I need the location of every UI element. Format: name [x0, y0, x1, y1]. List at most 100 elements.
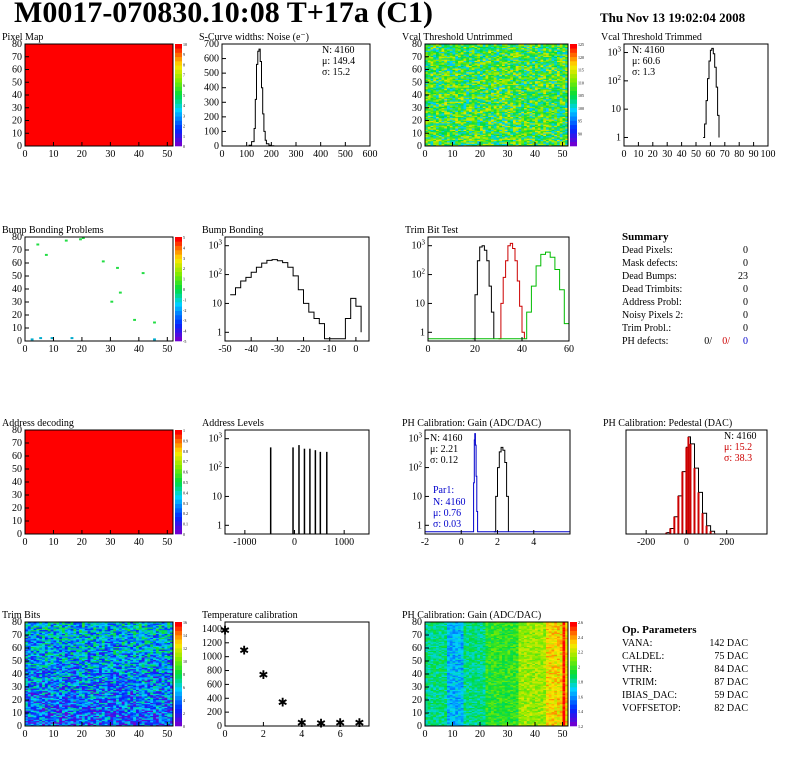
heatmap-cell [477, 87, 481, 89]
heatmap-cell [466, 129, 470, 131]
heatmap-cell [469, 86, 473, 88]
y-tick-label: 500 [204, 68, 219, 79]
heatmap-cell [430, 69, 434, 72]
heatmap-cell [447, 73, 451, 75]
heatmap-cell [480, 114, 484, 116]
heatmap-cell [449, 65, 453, 68]
y-tick-exponent: 3 [422, 239, 426, 247]
heatmap-cell [485, 44, 489, 46]
heatmap-cell [485, 121, 489, 124]
heatmap-cell [471, 49, 475, 51]
heatmap-cell [436, 89, 440, 92]
heatmap-cell [463, 78, 467, 80]
color-scale-step [570, 86, 577, 92]
heatmap-point [141, 272, 145, 275]
x-tick-label: 40 [677, 149, 687, 160]
heatmap-cell [458, 142, 462, 144]
heatmap-cell [469, 51, 473, 54]
x-tick-label: 50 [558, 149, 568, 160]
heatmap-cell [482, 80, 486, 83]
heatmap-cell [460, 60, 464, 63]
y-tick-label: 60 [12, 451, 22, 462]
heatmap-cell [488, 107, 492, 110]
heatmap-cell [474, 61, 478, 64]
heatmap-cell [425, 111, 429, 114]
heatmap-cell [436, 105, 440, 107]
heatmap-cell [458, 74, 462, 77]
heatmap-cell [447, 44, 451, 46]
heatmap-cell [436, 114, 440, 116]
heatmap-cell [488, 130, 492, 133]
heatmap-cell [469, 47, 473, 50]
heatmap-cell [460, 137, 464, 139]
heatmap-cell [488, 138, 492, 140]
heatmap-cell [449, 60, 453, 63]
color-scale: 00.10.20.30.40.50.60.70.80.91 [175, 428, 188, 537]
heatmap-cell [441, 115, 445, 117]
heatmap-cell [438, 66, 442, 69]
heatmap-cell [433, 107, 437, 110]
heatmap-cell [460, 74, 464, 77]
heatmap-cell [482, 134, 486, 137]
heatmap-cell [441, 77, 445, 79]
heatmap-cell [444, 115, 448, 117]
color-scale-step [175, 271, 182, 277]
heatmap-cell [452, 120, 456, 123]
heatmap-cell [480, 97, 484, 100]
y-tick-label: 0 [417, 141, 422, 152]
heatmap-cell [466, 54, 470, 56]
heatmap-cell [485, 92, 489, 95]
heatmap-cell [463, 128, 467, 130]
heatmap-cell [491, 134, 495, 137]
heatmap-cell [430, 105, 434, 107]
heatmap-cell [460, 47, 464, 50]
heatmap-cell [469, 84, 473, 87]
heatmap-cell [491, 143, 495, 146]
heatmap-cell [438, 63, 442, 65]
heatmap-cell [469, 105, 473, 107]
chart-title: Bump Bonding [202, 225, 263, 236]
heatmap-cell [488, 139, 492, 142]
heatmap-cell [463, 137, 467, 139]
heatmap-cell [482, 46, 486, 49]
heatmap-cell [447, 140, 451, 143]
heatmap-cell [452, 130, 456, 133]
heatmap-cell [469, 44, 473, 46]
color-scale-step [175, 447, 182, 452]
heatmap-cell [449, 110, 453, 112]
heatmap-cell [455, 45, 459, 47]
y-tick-label: 1 [420, 327, 425, 338]
heatmap-cell [441, 142, 445, 144]
color-scale-label: 120 [578, 55, 584, 60]
heatmap-cell [452, 102, 456, 105]
heatmap-cell [430, 61, 434, 64]
heatmap-cell [488, 131, 492, 134]
heatmap-cell [471, 51, 475, 54]
heatmap-cell [477, 84, 481, 87]
heatmap-cell [438, 52, 442, 55]
heatmap-cell [474, 124, 478, 126]
heatmap-cell [455, 129, 459, 131]
heatmap-cell [485, 78, 489, 80]
heatmap-cell [444, 102, 448, 105]
heatmap-cell [485, 49, 489, 51]
heatmap-cell [480, 121, 484, 124]
chart-title: Vcal Threshold Trimmed [601, 32, 702, 43]
heatmap-cell [452, 79, 456, 82]
plot-frame [224, 236, 370, 342]
heatmap-cell [477, 60, 481, 63]
heatmap-cell [480, 134, 484, 137]
heatmap-cell [433, 102, 437, 105]
heatmap-cell [441, 60, 445, 63]
heatmap-cell [488, 59, 492, 61]
heatmap-cell [425, 96, 429, 98]
heatmap-cell [480, 128, 484, 130]
heatmap-cell [460, 107, 464, 110]
heatmap-cell [449, 56, 453, 59]
heatmap-cell [427, 106, 431, 109]
heatmap-cell [474, 143, 478, 146]
heatmap-cell [449, 54, 453, 56]
y-tick-label: 102 [209, 268, 223, 281]
x-tick-label: 10 [48, 537, 58, 548]
